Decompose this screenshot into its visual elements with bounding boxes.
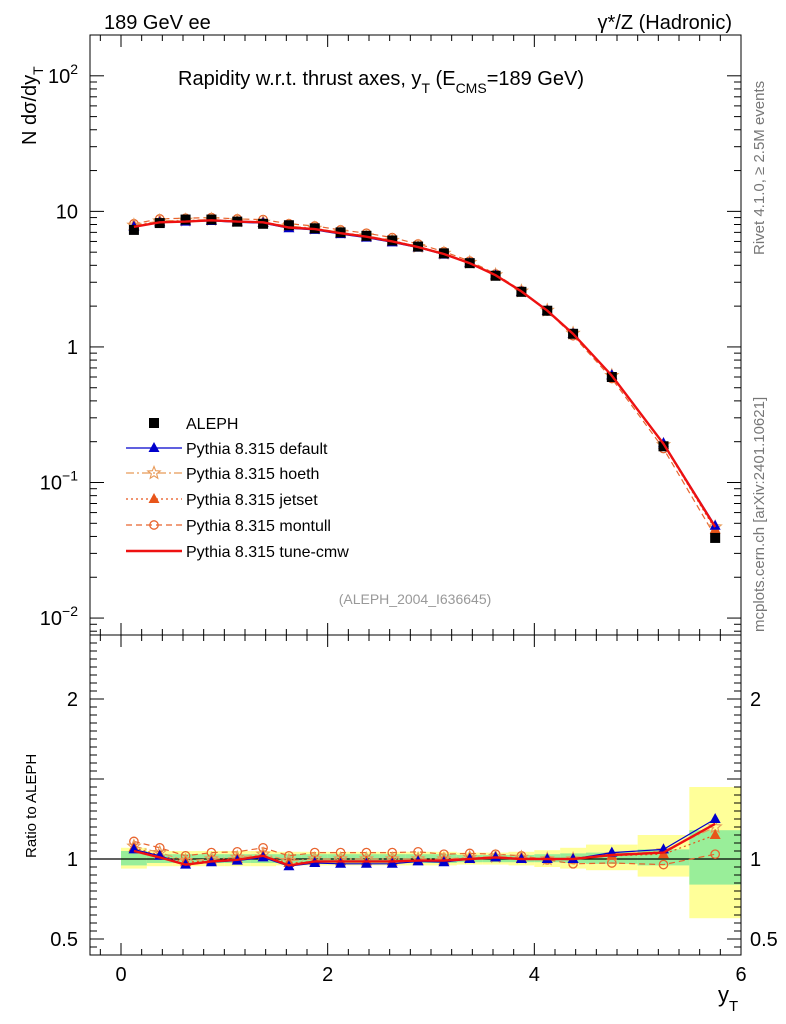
main-point-data xyxy=(283,220,294,231)
ratio-line-cmw xyxy=(133,822,716,867)
header-left: 189 GeV ee xyxy=(104,12,211,34)
mcplots-label: mcplots.cern.ch [arXiv:2401.10621] xyxy=(751,397,768,632)
ratio-panel: 0 2 4 60.5 0.51 12 2 Ratio to ALEPH yT xyxy=(23,634,778,1015)
plot-title: Rapidity w.r.t. thrust axes, yT (ECMS=18… xyxy=(178,68,584,96)
legend-label-hoeth: Pythia 8.315 hoeth xyxy=(186,466,319,483)
main-line-montull xyxy=(133,216,716,537)
title-sub-b: CMS xyxy=(456,80,487,96)
title-part-b: (E xyxy=(430,68,456,90)
y-tick-label: 10 xyxy=(56,201,78,223)
main-panel: 102 10 1 10−1 10−2 Rapidity w.r.t. thrust ax… xyxy=(19,34,742,636)
y-tick-label: 102 xyxy=(48,61,78,88)
main-line-jetset xyxy=(133,219,716,530)
legend-item-tune-cmw: Pythia 8.315 tune-cmw xyxy=(126,544,349,561)
legend-marker-default xyxy=(148,442,160,452)
ratio-frame xyxy=(89,634,742,956)
legend-item-montull: Pythia 8.315 montull xyxy=(126,518,331,535)
legend-marker-data xyxy=(149,418,159,428)
y-tick-label: 10−2 xyxy=(40,603,78,630)
x-tick-label: 4 xyxy=(529,964,540,986)
ratio-y-tick-label-left: 2 xyxy=(67,689,78,711)
y-axis-label-main: N dσ/dy xyxy=(19,75,41,145)
ratio-point-jetset xyxy=(709,829,721,839)
ratio-plot-data xyxy=(126,813,723,871)
analysis-id-watermark: (ALEPH_2004_I636645) xyxy=(339,591,492,607)
y-axis-label: N dσ/dyT xyxy=(19,66,46,145)
ratio-y-tick-label-right: 2 xyxy=(750,689,761,711)
main-line-cmw xyxy=(133,219,717,528)
legend-item-jetset: Pythia 8.315 jetset xyxy=(126,492,318,509)
main-axes: 102 10 1 10−1 10−2 xyxy=(40,34,741,635)
ratio-point-default xyxy=(360,857,372,868)
stat-uncertainty-band xyxy=(121,851,147,866)
ratio-point-montull xyxy=(658,859,669,870)
main-plot-data xyxy=(126,211,723,543)
ratio-y-tick-label-left: 0.5 xyxy=(50,929,78,951)
ratio-y-axis-label: Ratio to ALEPH xyxy=(23,754,40,858)
y-tick-label: 1 xyxy=(67,337,78,359)
x-axis-label-sub: T xyxy=(729,998,738,1015)
ratio-axes: 0 2 4 60.5 0.51 12 2 xyxy=(50,635,778,986)
legend-marker-hoeth xyxy=(146,464,162,480)
x-axis-label-main: y xyxy=(718,982,729,1007)
legend-item-default: Pythia 8.315 default xyxy=(126,441,328,458)
ratio-y-tick-label-right: 1 xyxy=(750,849,761,871)
title-part-a: Rapidity w.r.t. thrust axes, y xyxy=(178,68,421,90)
legend-marker-jetset xyxy=(148,493,160,503)
main-point-data xyxy=(180,214,191,225)
legend-label-tune-cmw: Pythia 8.315 tune-cmw xyxy=(186,544,349,561)
x-axis-label: yT xyxy=(718,982,738,1015)
legend-item-hoeth: Pythia 8.315 hoeth xyxy=(126,464,319,483)
header-right: γ*/Z (Hadronic) xyxy=(598,12,732,34)
legend-label-aleph: ALEPH xyxy=(186,416,238,433)
rivet-version-label: Rivet 4.1.0, ≥ 2.5M events xyxy=(751,81,768,255)
legend-item-aleph: ALEPH xyxy=(149,416,238,433)
title-part-c: =189 GeV) xyxy=(487,68,584,90)
title-sub-a: T xyxy=(421,80,430,96)
legend: ALEPH Pythia 8.315 default Pythia 8.315 … xyxy=(126,416,349,561)
ratio-point-default xyxy=(335,857,347,868)
legend-label-montull: Pythia 8.315 montull xyxy=(186,518,331,535)
x-tick-label: 0 xyxy=(115,964,126,986)
x-tick-label: 6 xyxy=(735,964,746,986)
main-point-data xyxy=(658,441,669,452)
legend-label-default: Pythia 8.315 default xyxy=(186,441,328,458)
main-point-data xyxy=(258,218,269,229)
legend-label-jetset: Pythia 8.315 jetset xyxy=(186,492,318,509)
main-point-data xyxy=(128,224,139,235)
legend-marker-montull xyxy=(149,520,159,530)
ratio-y-tick-label-right: 0.5 xyxy=(750,929,778,951)
stat-uncertainty-band xyxy=(689,830,741,885)
y-axis-label-sub: T xyxy=(30,66,46,75)
ratio-y-tick-label-left: 1 xyxy=(67,849,78,871)
ratio-point-default xyxy=(709,813,721,823)
ratio-point-montull xyxy=(710,849,721,860)
y-tick-label: 10−1 xyxy=(40,467,78,494)
x-tick-label: 2 xyxy=(322,964,333,986)
main-point-data xyxy=(710,532,721,543)
ratio-point-default xyxy=(386,857,398,868)
